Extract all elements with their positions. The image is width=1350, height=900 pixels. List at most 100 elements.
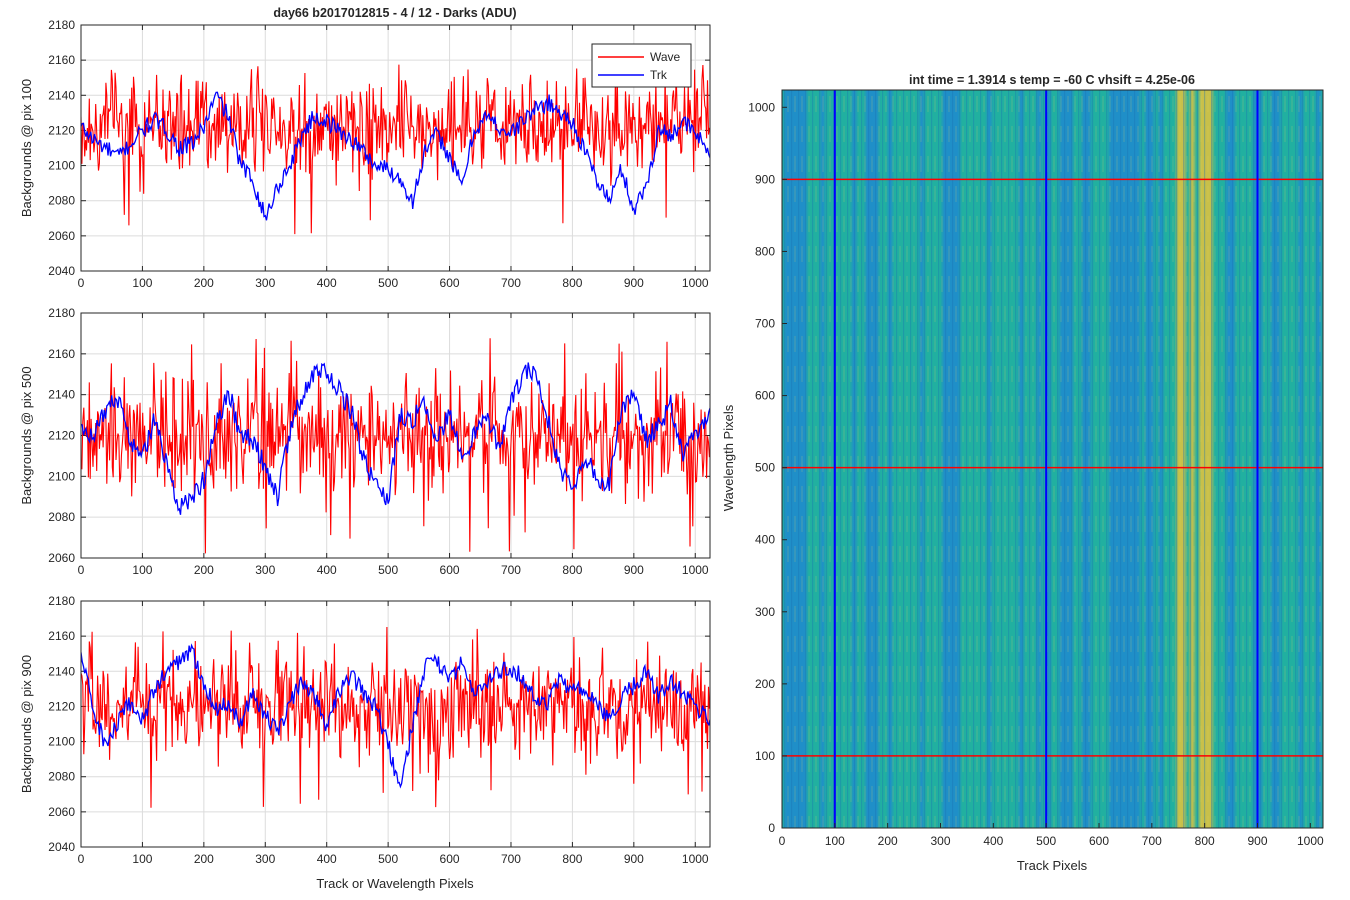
legend-box [591, 43, 692, 88]
y-tick-label: 2080 [48, 510, 75, 524]
x-tick-label: 700 [1142, 834, 1162, 848]
x-tick-label: 900 [1247, 834, 1267, 848]
x-tick-label: 800 [562, 852, 582, 866]
y-tick-label: 2100 [48, 159, 75, 173]
x-tick-label: 900 [624, 852, 644, 866]
y-tick-label: 800 [755, 244, 775, 258]
y-tick-label: 2140 [48, 388, 75, 402]
x-tick-label: 100 [132, 563, 152, 577]
x-tick-label: 300 [930, 834, 950, 848]
x-tick-label: 700 [501, 563, 521, 577]
y-tick-label: 700 [755, 317, 775, 331]
x-tick-label: 200 [878, 834, 898, 848]
series-wave-line [81, 626, 710, 808]
y-tick-label: 900 [755, 172, 775, 186]
axes-frame [80, 24, 711, 272]
y-tick-label: 2080 [48, 770, 75, 784]
heatmap-title: int time = 1.3914 s temp = -60 C vhsift … [909, 73, 1195, 87]
y-tick-label: 1000 [748, 100, 775, 114]
y-tick-label: 2040 [48, 840, 75, 854]
y-tick-label: 2060 [48, 229, 75, 243]
series-trk-line [81, 91, 710, 221]
y-tick-label: 0 [768, 821, 775, 835]
y-tick-label: 2100 [48, 735, 75, 749]
x-tick-label: 400 [317, 852, 337, 866]
y-tick-label: 2100 [48, 469, 75, 483]
legend-trk-label: Trk [650, 68, 668, 82]
y-tick-label: 300 [755, 605, 775, 619]
x-tick-label: 0 [78, 852, 85, 866]
x-tick-label: 1000 [682, 852, 709, 866]
x-tick-label: 500 [378, 563, 398, 577]
x-tick-label: 0 [78, 563, 85, 577]
y-tick-label: 400 [755, 533, 775, 547]
x-tick-label: 1000 [682, 563, 709, 577]
x-tick-label: 100 [132, 276, 152, 290]
x-tick-label: 200 [194, 852, 214, 866]
x-tick-label: 800 [1195, 834, 1215, 848]
x-tick-label: 200 [194, 563, 214, 577]
y-tick-label: 200 [755, 677, 775, 691]
x-tick-label: 300 [255, 852, 275, 866]
y-tick-label: 2140 [48, 664, 75, 678]
y-tick-label: 2060 [48, 551, 75, 565]
figure-title: day66 b2017012815 - 4 / 12 - Darks (ADU) [273, 6, 516, 20]
series-trk-line [81, 362, 710, 515]
legend-wave-label: Wave [650, 50, 681, 64]
y-tick-label: 2060 [48, 805, 75, 819]
axes-frame [80, 312, 711, 559]
line-plot-pix-900: 0 100 200 300 400 500 600 700 800 900 1000 2040 2060… [19, 594, 711, 866]
y-tick-label: 2180 [48, 594, 75, 608]
x-tick-label: 400 [317, 276, 337, 290]
x-tick-label: 400 [983, 834, 1003, 848]
y-tick-label: 2080 [48, 194, 75, 208]
y-tick-label: 2120 [48, 429, 75, 443]
x-tick-label: 0 [78, 276, 85, 290]
y-tick-label: 500 [755, 461, 775, 475]
y-tick-label: 2160 [48, 53, 75, 67]
x-tick-label: 300 [255, 276, 275, 290]
x-tick-label: 900 [624, 276, 644, 290]
x-tick-label: 500 [1036, 834, 1056, 848]
y-tick-label: 2180 [48, 18, 75, 32]
heatmap-y-axis-label: Wavelength Pixels [721, 404, 736, 511]
x-tick-label: 0 [779, 834, 786, 848]
y-tick-label: 2160 [48, 629, 75, 643]
axes-frame [80, 600, 711, 848]
x-tick-label: 600 [440, 563, 460, 577]
line-plot-pix-500: 0 100 200 300 400 500 600 700 800 900 1000 2060 2080… [19, 306, 711, 577]
x-tick-label: 100 [825, 834, 845, 848]
series-wave-line [81, 338, 710, 554]
x-tick-label: 1000 [682, 276, 709, 290]
x-tick-label: 500 [378, 276, 398, 290]
y-axis-label: Backgrounds @ pix 100 [19, 79, 34, 217]
y-axis-label: Backgrounds @ pix 500 [19, 366, 34, 504]
x-tick-label: 1000 [1297, 834, 1324, 848]
x-tick-label: 500 [378, 852, 398, 866]
x-tick-label: 600 [1089, 834, 1109, 848]
heatmap-frame [781, 89, 1324, 829]
x-tick-label: 700 [501, 852, 521, 866]
y-tick-label: 100 [755, 749, 775, 763]
x-tick-label: 100 [132, 852, 152, 866]
y-tick-label: 2120 [48, 123, 75, 137]
x-tick-label: 600 [440, 276, 460, 290]
x-tick-label: 200 [194, 276, 214, 290]
heatmap-x-axis-label: Track Pixels [1017, 858, 1088, 873]
heatmap: 0 100 200 300 400 500 600 700 800 900 1000 0 100 200 3… [748, 89, 1324, 848]
y-tick-label: 2140 [48, 88, 75, 102]
y-tick-label: 2040 [48, 264, 75, 278]
y-tick-label: 2160 [48, 347, 75, 361]
x-tick-label: 300 [255, 563, 275, 577]
y-tick-label: 2120 [48, 699, 75, 713]
y-tick-label: 600 [755, 389, 775, 403]
x-tick-label: 600 [440, 852, 460, 866]
heatmap-texture [782, 90, 1323, 828]
x-tick-label: 900 [624, 563, 644, 577]
y-axis-label: Backgrounds @ pix 900 [19, 655, 34, 793]
x-tick-label: 700 [501, 276, 521, 290]
y-tick-label: 2180 [48, 306, 75, 320]
shared-x-axis-label: Track or Wavelength Pixels [316, 876, 474, 891]
series-trk-line [81, 643, 710, 789]
